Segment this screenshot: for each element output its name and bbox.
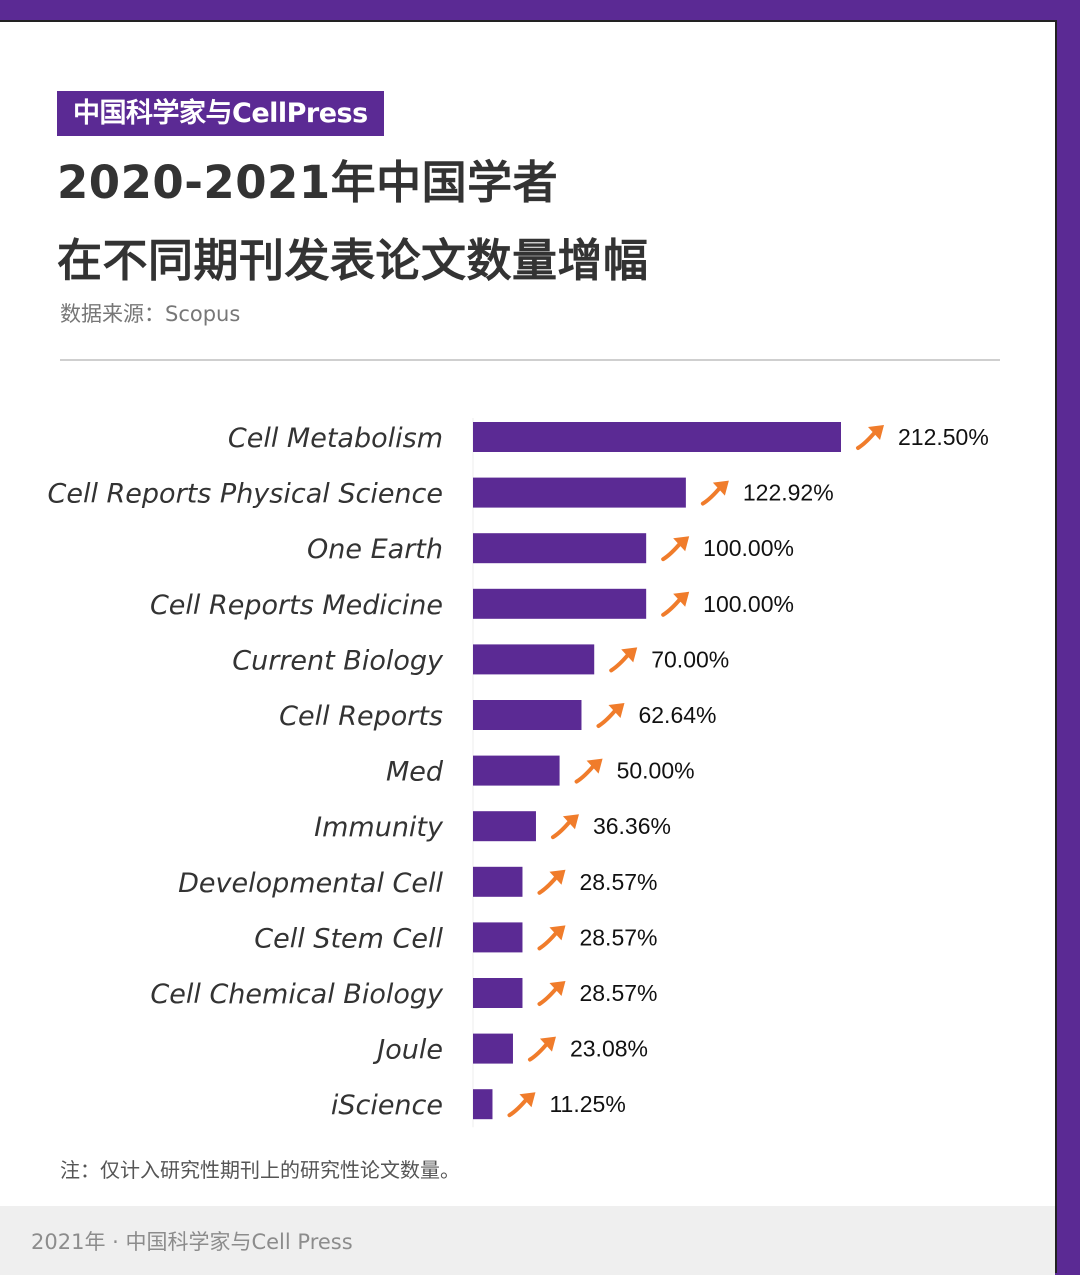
value-label: 11.25%: [549, 1091, 625, 1117]
category-label: Med: [386, 757, 444, 788]
value-label: 36.36%: [593, 813, 671, 839]
trending-up-arrow-icon: [856, 425, 884, 450]
trending-up-arrow-icon: [661, 591, 690, 617]
trending-up-arrow-icon: [700, 480, 729, 506]
trending-up-arrow-icon: [537, 925, 566, 951]
footnote: 注：仅计入研究性期刊上的研究性论文数量。: [60, 1158, 460, 1182]
data-source: 数据来源：Scopus: [60, 302, 241, 326]
value-label: 62.64%: [638, 702, 716, 728]
category-label: One Earth: [307, 534, 443, 565]
category-label: Cell Reports Physical Science: [48, 479, 444, 510]
category-label: Joule: [372, 1035, 443, 1066]
title-line-2: 在不同期刊发表论文数量增幅: [57, 234, 649, 287]
value-label: 28.57%: [579, 924, 657, 950]
category-label: iScience: [331, 1090, 443, 1121]
chart-title: 2020-2021年中国学者 在不同期刊发表论文数量增幅: [57, 144, 1017, 300]
title-line-1: 2020-2021年中国学者: [57, 156, 559, 209]
value-label: 122.92%: [743, 480, 834, 506]
value-label: 28.57%: [579, 869, 657, 895]
trending-up-arrow-icon: [537, 869, 566, 895]
trending-up-arrow-icon: [527, 1036, 556, 1062]
divider: [60, 359, 1000, 361]
value-label: 212.50%: [898, 424, 989, 450]
category-label: Cell Reports Medicine: [150, 590, 443, 621]
bar: [473, 978, 523, 1008]
trending-up-arrow-icon: [537, 981, 566, 1006]
value-label: 70.00%: [651, 646, 729, 672]
trending-up-arrow-icon: [661, 536, 690, 562]
category-label: Cell Metabolism: [228, 423, 443, 454]
trending-up-arrow-icon: [550, 814, 579, 840]
footer-bar: 2021年 · 中国科学家与Cell Press: [0, 1206, 1055, 1275]
trending-up-arrow-icon: [609, 647, 638, 673]
bar-chart: Cell Metabolism 212.50% Cell Reports Physi…: [48, 418, 989, 1128]
category-label: Immunity: [314, 812, 444, 843]
category-label: Cell Stem Cell: [254, 923, 443, 954]
trending-up-arrow-icon: [574, 758, 603, 784]
chart-card: 中国科学家与CellPress 2020-2021年中国学者 在不同期刊发表论文…: [0, 20, 1057, 1275]
category-label: Developmental Cell: [178, 868, 443, 899]
bar: [473, 866, 523, 897]
bar: [473, 922, 523, 953]
bar: [473, 811, 536, 842]
value-label: 50.00%: [617, 758, 695, 784]
category-label: Cell Reports: [279, 701, 443, 732]
category-label: Cell Chemical Biology: [150, 979, 444, 1010]
footer-text: 2021年 · 中国科学家与Cell Press: [31, 1230, 353, 1254]
bar: [473, 533, 647, 564]
trending-up-arrow-icon: [596, 703, 625, 728]
value-label: 23.08%: [570, 1036, 648, 1062]
bar: [473, 422, 841, 452]
bar: [473, 1089, 493, 1120]
bar: [473, 477, 686, 508]
value-label: 100.00%: [703, 535, 794, 561]
category-label: Current Biology: [232, 645, 444, 676]
brand-tag: 中国科学家与CellPress: [57, 91, 384, 136]
value-label: 100.00%: [703, 591, 794, 617]
bar: [473, 755, 560, 786]
bar: [473, 644, 595, 675]
value-label: 28.57%: [579, 980, 657, 1006]
bar: [473, 588, 647, 619]
bar: [473, 1033, 513, 1064]
trending-up-arrow-icon: [507, 1092, 536, 1118]
bar: [473, 700, 582, 730]
